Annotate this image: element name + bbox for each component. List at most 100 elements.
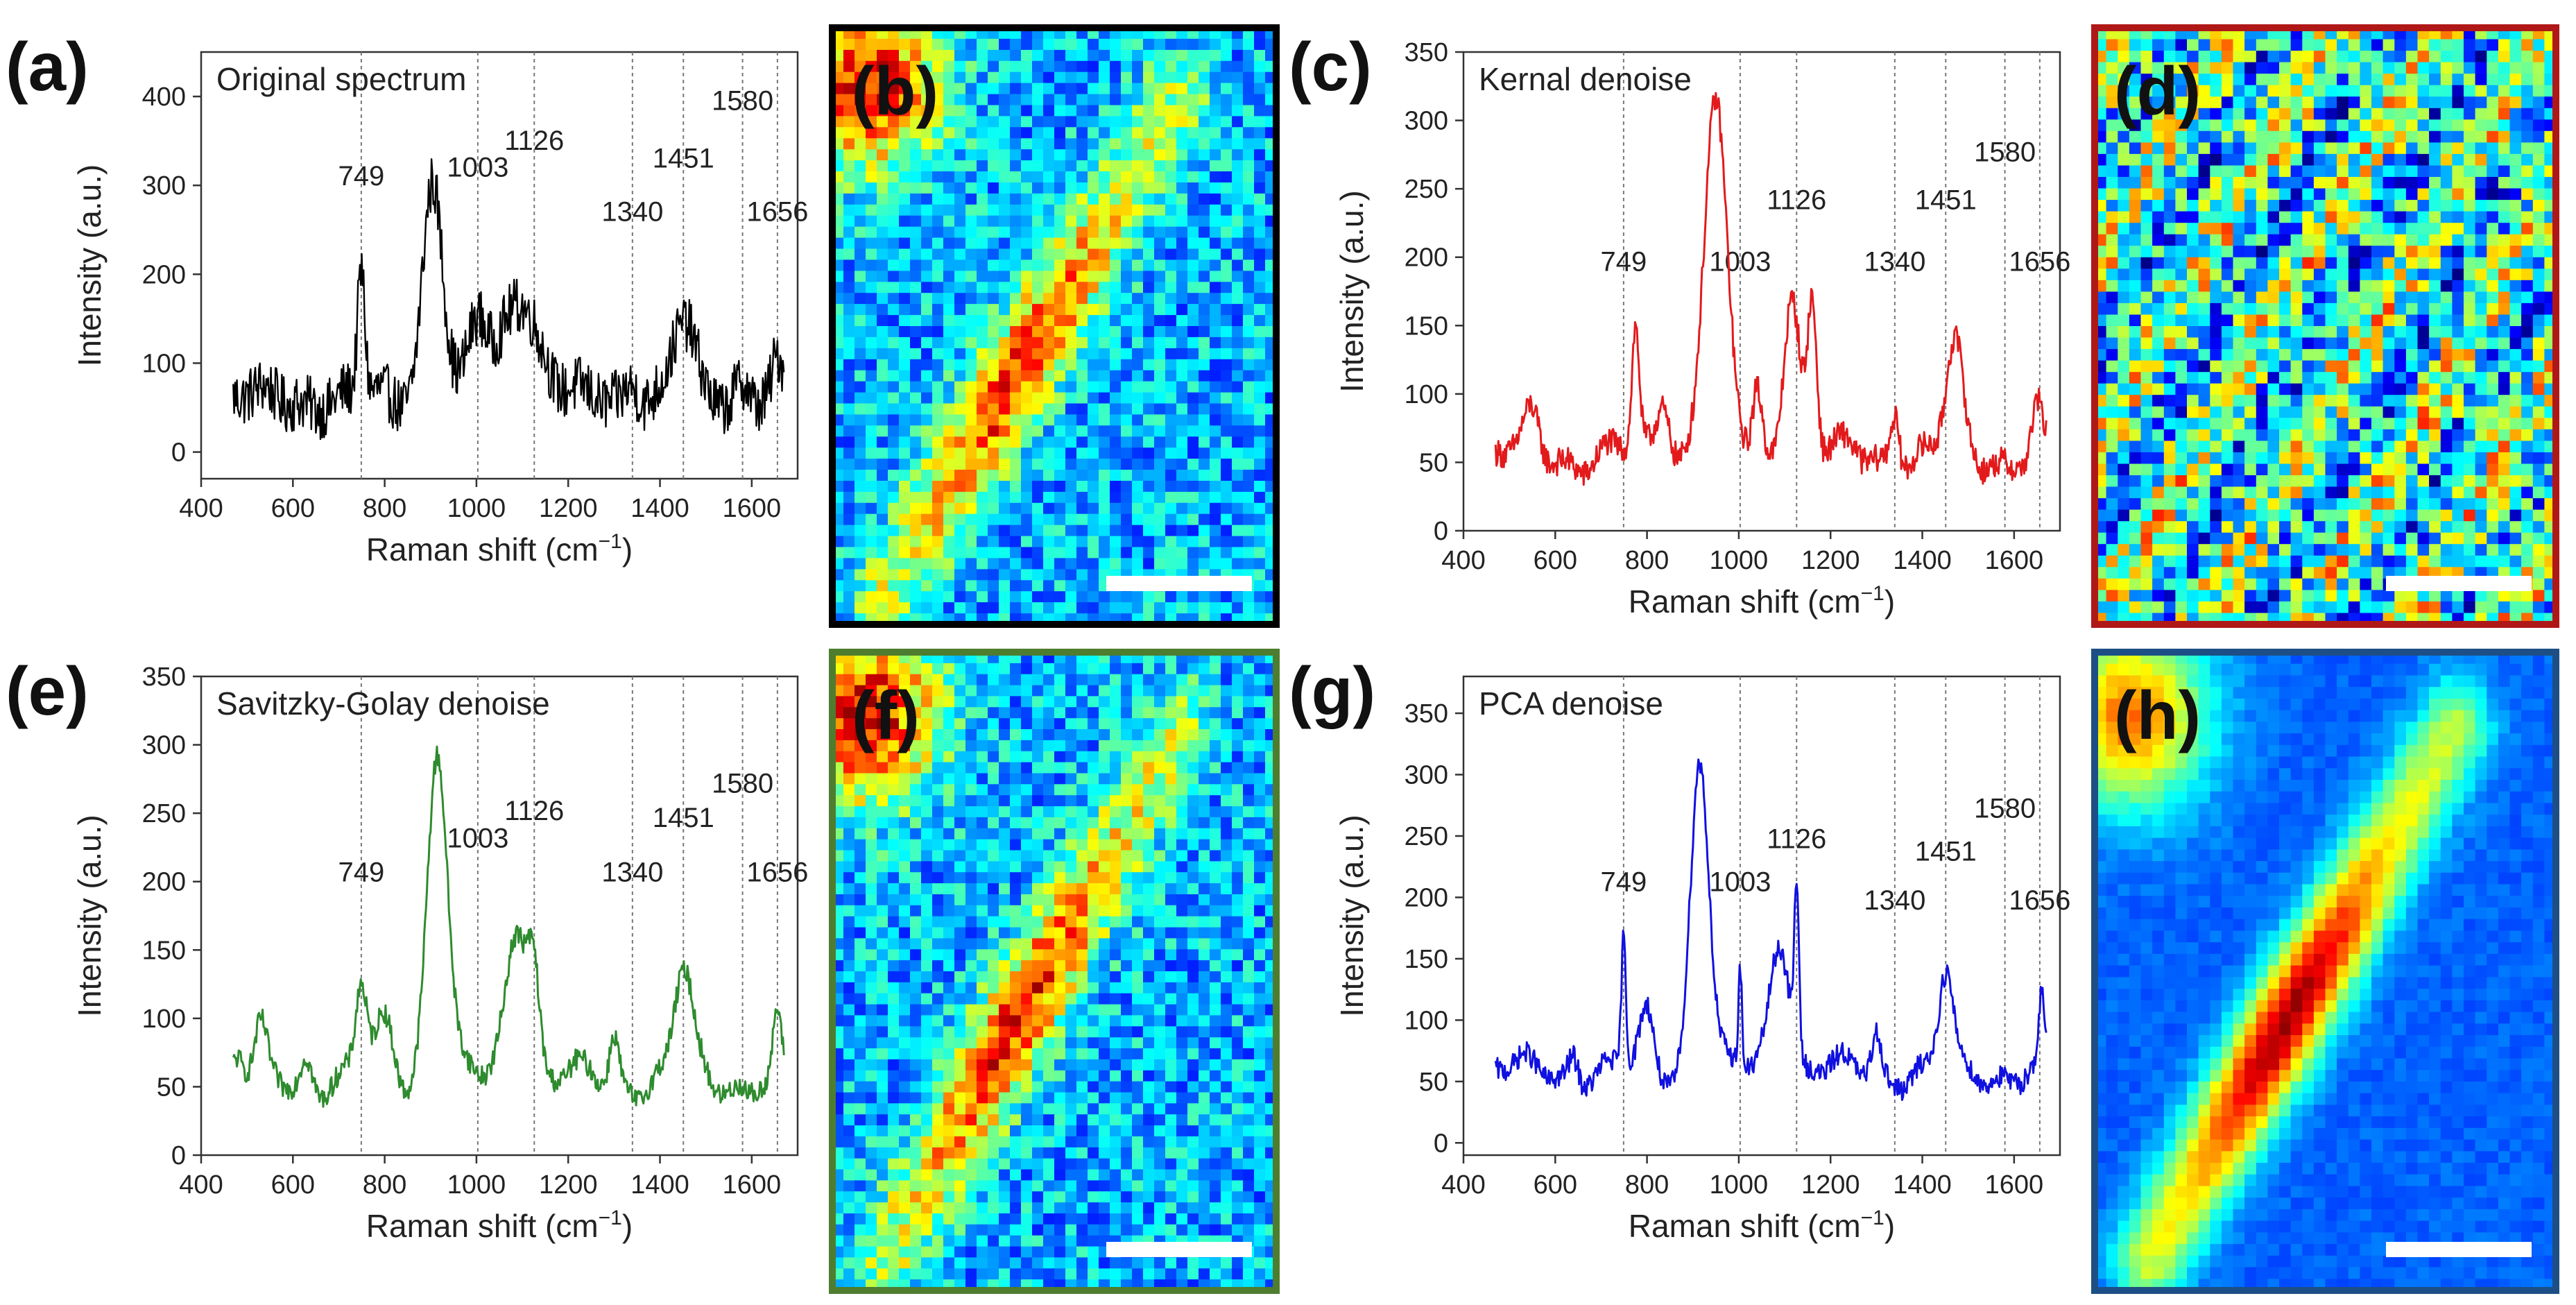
y-axis-label: Intensity (a.u.)	[71, 164, 108, 366]
y-tick-label: 400	[142, 83, 186, 112]
x-tick-label: 1200	[539, 494, 598, 523]
y-axis-label: Intensity (a.u.)	[1334, 190, 1370, 392]
chart-g: 400 600 800 1000 1200 1400 1600 0 50 100 150 200 250…	[1289, 653, 2070, 1244]
map-border	[2091, 649, 2559, 1294]
raman-maps: (b) (d) (f) (h)	[829, 24, 2559, 1294]
chart-title: Savitzky-Golay denoise	[216, 685, 550, 722]
spectrum-line	[1494, 758, 2047, 1101]
y-tick-label: 100	[1405, 1006, 1448, 1035]
peak-label: 1003	[447, 152, 508, 182]
peak-label: 1656	[746, 196, 808, 227]
y-axis-label: Intensity (a.u.)	[71, 814, 108, 1016]
map-image	[2095, 28, 2556, 624]
y-tick-label: 0	[1434, 1129, 1448, 1158]
x-axis-label: Raman shift (cm−1)	[366, 530, 633, 568]
peak-label: 1340	[1864, 246, 1925, 277]
panel-label: (f)	[852, 677, 920, 753]
y-tick-label: 250	[142, 799, 186, 828]
plot-frame	[200, 675, 799, 1157]
y-tick-label: 300	[1405, 761, 1448, 790]
y-tick-label: 50	[1419, 1068, 1448, 1097]
peak-label: 1451	[1915, 836, 1977, 867]
x-tick-label: 600	[1534, 546, 1577, 575]
plot-frame	[1462, 675, 2061, 1157]
x-tick-label: 800	[1625, 546, 1669, 575]
scale-bar	[1106, 1242, 1252, 1257]
peak-label: 1340	[601, 858, 663, 888]
map-image	[832, 28, 1276, 624]
peak-label: 1580	[712, 769, 773, 799]
panel-label: (d)	[2114, 53, 2201, 129]
y-tick-label: 0	[171, 438, 186, 468]
peak-label: 749	[1601, 246, 1647, 277]
y-tick-label: 200	[1405, 883, 1448, 912]
y-tick-label: 100	[142, 1005, 186, 1034]
chart-e: 400 600 800 1000 1200 1400 1600 0 50 100 150 200 250…	[6, 653, 808, 1244]
chart-c: 400 600 800 1000 1200 1400 1600 0 50 100 150 200 250…	[1289, 28, 2070, 620]
x-tick-label: 1000	[1710, 546, 1769, 575]
y-tick-label: 200	[142, 260, 186, 289]
y-tick-label: 350	[1405, 38, 1448, 67]
peak-label: 1340	[601, 196, 663, 227]
x-tick-label: 1200	[1801, 546, 1860, 575]
x-tick-label: 800	[363, 494, 406, 523]
peak-label: 1451	[653, 144, 714, 174]
y-tick-label: 0	[171, 1141, 186, 1170]
peak-label: 1451	[1915, 185, 1977, 216]
peak-label: 1003	[1709, 867, 1771, 898]
peak-label: 1340	[1864, 885, 1925, 916]
x-tick-label: 1600	[723, 1170, 782, 1200]
x-tick-label: 1600	[723, 494, 782, 523]
x-axis-label: Raman shift (cm−1)	[1629, 582, 1895, 620]
peak-label: 1126	[504, 126, 564, 156]
x-tick-label: 600	[1534, 1170, 1577, 1200]
y-tick-label: 250	[1405, 822, 1448, 851]
map-image	[832, 652, 1276, 1290]
x-tick-label: 600	[271, 494, 315, 523]
spectrum-line	[232, 745, 785, 1108]
x-tick-label: 1400	[630, 494, 689, 523]
y-tick-label: 50	[157, 1073, 186, 1102]
y-tick-label: 200	[142, 868, 186, 897]
x-tick-label: 1200	[1801, 1170, 1860, 1200]
panel-label: (b)	[852, 53, 938, 129]
map-d: (d)	[2091, 24, 2559, 628]
x-tick-label: 1000	[447, 494, 506, 523]
y-tick-label: 300	[1405, 107, 1448, 136]
x-tick-label: 1400	[1893, 1170, 1952, 1200]
chart-a: 400 600 800 1000 1200 1400 1600 0 100 200 300 400 Ra…	[6, 28, 808, 568]
peak-label: 749	[1601, 867, 1647, 898]
x-axis-label: Raman shift (cm−1)	[366, 1206, 633, 1244]
peak-label: 1656	[2009, 885, 2070, 916]
y-tick-label: 200	[1405, 244, 1448, 273]
peak-label: 1580	[712, 85, 773, 116]
x-tick-label: 800	[363, 1170, 406, 1200]
x-tick-label: 400	[179, 494, 223, 523]
y-tick-label: 150	[142, 936, 186, 965]
x-tick-label: 1400	[630, 1170, 689, 1200]
panel-label: (h)	[2114, 677, 2201, 753]
peak-label: 1003	[1709, 246, 1771, 277]
scale-bar	[2386, 1242, 2532, 1257]
panel-label: (c)	[1289, 28, 1372, 105]
x-tick-label: 1600	[1985, 1170, 2044, 1200]
y-tick-label: 0	[1434, 517, 1448, 546]
panel-label: (g)	[1289, 653, 1375, 729]
panel-label: (e)	[6, 653, 89, 729]
x-tick-label: 400	[1441, 546, 1485, 575]
y-tick-label: 300	[142, 171, 186, 201]
y-tick-label: 250	[1405, 175, 1448, 204]
map-border	[829, 24, 1280, 628]
y-tick-label: 150	[1405, 945, 1448, 974]
chart-title: Kernal denoise	[1479, 61, 1692, 97]
y-tick-label: 100	[1405, 380, 1448, 409]
x-tick-label: 800	[1625, 1170, 1669, 1200]
peak-label: 1126	[1767, 185, 1826, 216]
x-tick-label: 1000	[1710, 1170, 1769, 1200]
spectrum-line	[232, 158, 785, 441]
map-border	[829, 649, 1280, 1294]
y-tick-label: 350	[142, 663, 186, 692]
chart-title: Original spectrum	[216, 61, 466, 97]
y-axis-label: Intensity (a.u.)	[1334, 814, 1370, 1016]
